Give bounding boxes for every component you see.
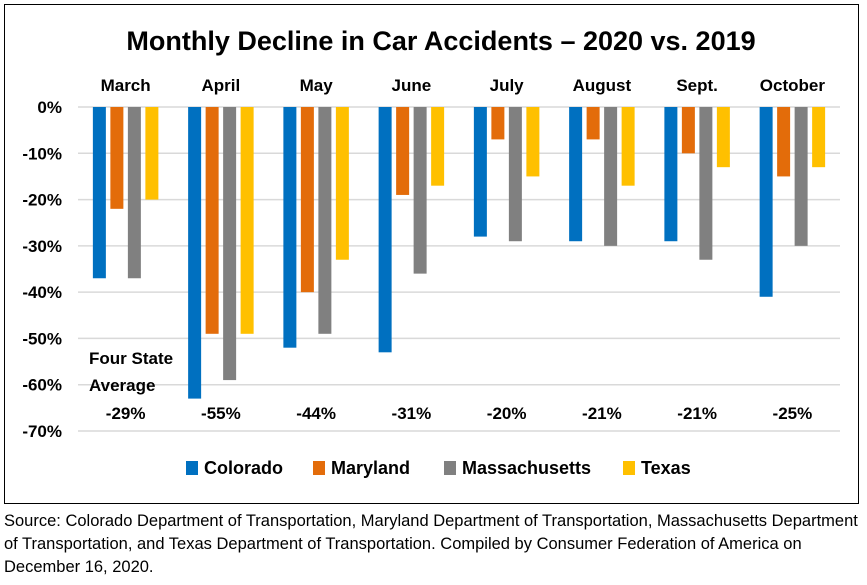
category-label: Sept. xyxy=(676,76,718,95)
chart-frame xyxy=(4,4,859,504)
y-tick-label: -30% xyxy=(22,237,62,256)
bar-massachusetts xyxy=(413,107,427,274)
bar-texas xyxy=(812,107,826,168)
bar-texas xyxy=(335,107,349,260)
bar-texas xyxy=(621,107,635,186)
bar-colorado xyxy=(92,107,106,279)
average-value: -31% xyxy=(392,404,432,423)
y-tick-label: -20% xyxy=(22,191,62,210)
bar-colorado xyxy=(759,107,773,297)
source-note: Source: Colorado Department of Transport… xyxy=(4,512,858,576)
bar-massachusetts xyxy=(127,107,141,279)
average-value: -20% xyxy=(487,404,527,423)
bar-colorado xyxy=(473,107,487,237)
bar-maryland xyxy=(586,107,600,140)
category-label: April xyxy=(202,76,241,95)
average-value: -25% xyxy=(773,404,813,423)
average-label-line1: Four State xyxy=(89,349,173,368)
legend-label: Maryland xyxy=(331,458,410,478)
bar-texas xyxy=(526,107,540,177)
bar-massachusetts xyxy=(699,107,713,260)
chart-title: Monthly Decline in Car Accidents – 2020 … xyxy=(126,26,755,56)
average-value: -21% xyxy=(582,404,622,423)
bar-colorado xyxy=(664,107,678,242)
bar-massachusetts xyxy=(794,107,808,246)
category-label: June xyxy=(392,76,432,95)
y-tick-label: -50% xyxy=(22,329,62,348)
average-label-line2: Average xyxy=(89,376,155,395)
bar-texas xyxy=(431,107,445,186)
average-value: -21% xyxy=(677,404,717,423)
average-value: -55% xyxy=(201,404,241,423)
legend-swatch xyxy=(623,461,635,475)
legend-swatch xyxy=(313,461,325,475)
bar-texas xyxy=(716,107,730,168)
y-tick-label: -40% xyxy=(22,283,62,302)
category-label: August xyxy=(573,76,632,95)
legend-label: Colorado xyxy=(204,458,283,478)
category-label: March xyxy=(101,76,151,95)
bar-massachusetts xyxy=(223,107,237,381)
bar-maryland xyxy=(396,107,410,195)
category-label: May xyxy=(300,76,334,95)
legend-swatch xyxy=(186,461,198,475)
bar-colorado xyxy=(188,107,202,399)
bar-massachusetts xyxy=(318,107,332,334)
y-tick-label: -70% xyxy=(22,422,62,441)
y-tick-label: -60% xyxy=(22,376,62,395)
legend-swatch xyxy=(444,461,456,475)
bar-massachusetts xyxy=(604,107,618,246)
bar-massachusetts xyxy=(508,107,522,242)
legend-label: Texas xyxy=(641,458,691,478)
bar-colorado xyxy=(569,107,583,242)
category-label: October xyxy=(760,76,826,95)
bar-maryland xyxy=(205,107,219,334)
legend-label: Massachusetts xyxy=(462,458,591,478)
bar-texas xyxy=(145,107,159,200)
y-tick-label: -10% xyxy=(22,144,62,163)
average-value: -29% xyxy=(106,404,146,423)
bar-maryland xyxy=(300,107,314,293)
bar-maryland xyxy=(491,107,505,140)
bar-chart: Monthly Decline in Car Accidents – 2020 … xyxy=(22,26,840,478)
y-tick-label: 0% xyxy=(37,98,62,117)
bar-colorado xyxy=(283,107,297,348)
bar-colorado xyxy=(378,107,392,353)
average-value: -44% xyxy=(296,404,336,423)
bar-maryland xyxy=(777,107,791,177)
bar-texas xyxy=(240,107,254,334)
bar-maryland xyxy=(110,107,124,209)
category-label: July xyxy=(490,76,525,95)
bar-maryland xyxy=(681,107,695,154)
